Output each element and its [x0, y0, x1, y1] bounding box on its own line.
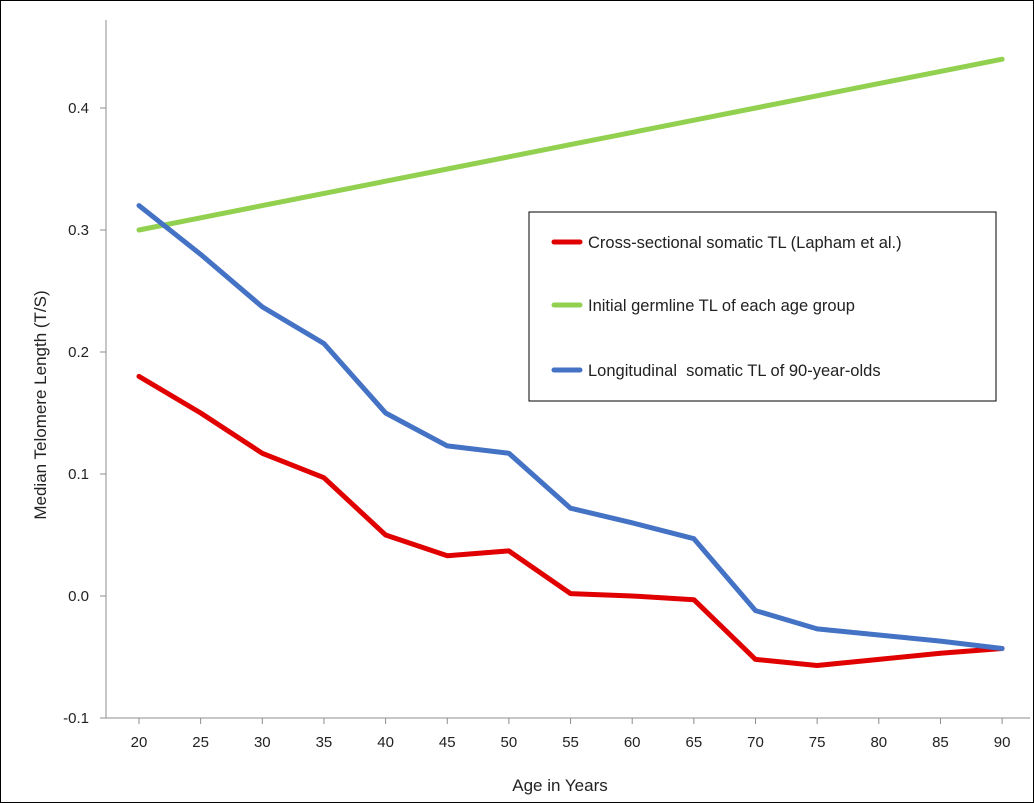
x-tick-labels: 20 25 30 35 40 45 50 55 60 65 70 75 80 85 90 — [131, 734, 1011, 751]
y-tick-label: 0.2 — [68, 344, 89, 361]
series-lines — [136, 56, 1005, 668]
y-tick-label: 0.4 — [68, 100, 89, 117]
y-tick-label: 0.1 — [68, 466, 89, 483]
x-axis-title: Age in Years — [512, 776, 607, 795]
x-tick-label: 65 — [686, 734, 703, 751]
x-tick-label: 30 — [254, 734, 271, 751]
x-tick-label: 75 — [809, 734, 826, 751]
y-tick-label: 0.0 — [68, 588, 89, 605]
legend: Cross-sectional somatic TL (Lapham et al… — [528, 211, 997, 402]
y-axis-title: Median Telomere Length (T/S) — [31, 290, 50, 519]
series-line-longitudinal — [136, 203, 1005, 651]
y-tick-label: 0.3 — [68, 222, 89, 239]
legend-label-longitudinal: Longitudinal somatic TL of 90-year-olds — [588, 362, 881, 380]
x-tick-label: 35 — [316, 734, 333, 751]
series-line-germline — [136, 56, 1005, 233]
x-tick-label: 40 — [377, 734, 394, 751]
series-line-cross-sectional — [136, 373, 1005, 668]
x-tick-label: 50 — [501, 734, 518, 751]
y-tick-label: -0.1 — [63, 710, 89, 727]
x-tick-label: 90 — [994, 734, 1011, 751]
x-tick-label: 70 — [747, 734, 764, 751]
y-tick-labels: -0.1 0.0 0.1 0.2 0.3 0.4 — [63, 100, 89, 727]
x-tick-label: 85 — [932, 734, 949, 751]
x-tick-label: 45 — [439, 734, 456, 751]
x-tick-label: 60 — [624, 734, 641, 751]
x-tick-label: 20 — [131, 734, 148, 751]
x-tick-label: 55 — [562, 734, 579, 751]
legend-box — [528, 211, 997, 402]
x-tick-label: 80 — [870, 734, 887, 751]
x-tick-label: 25 — [192, 734, 209, 751]
legend-label-germline: Initial germline TL of each age group — [588, 297, 855, 315]
legend-label-cross-sectional: Cross-sectional somatic TL (Lapham et al… — [588, 234, 902, 252]
axes — [100, 20, 1030, 724]
